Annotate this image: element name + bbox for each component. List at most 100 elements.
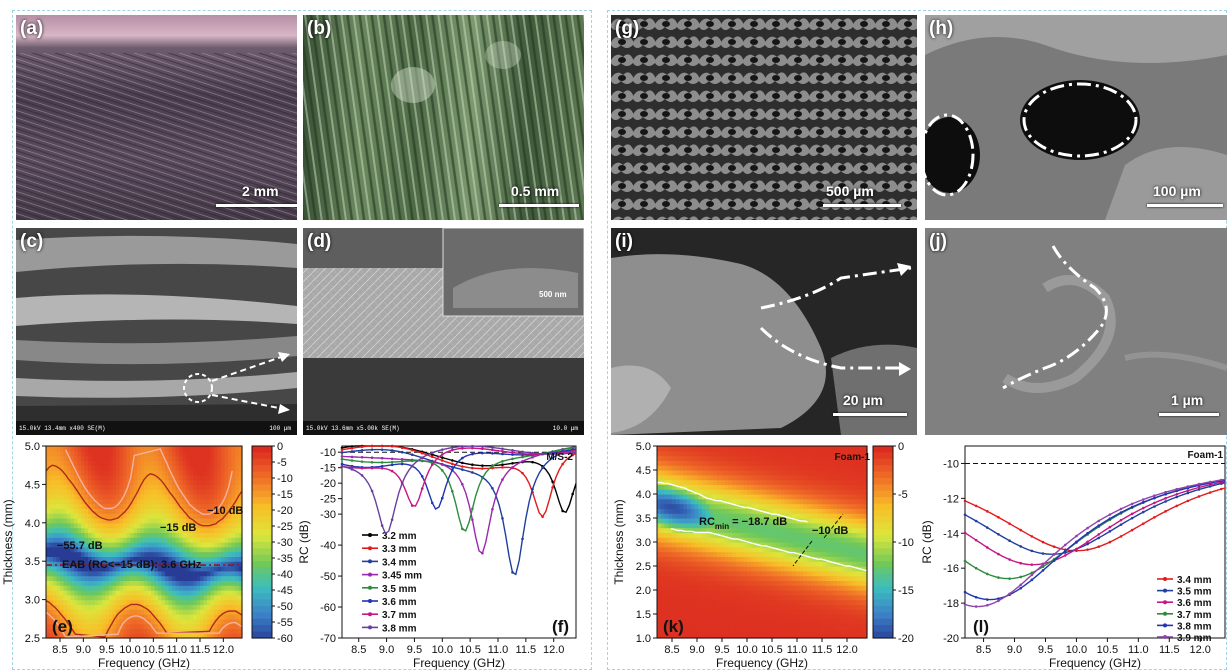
heatmap-cell <box>116 537 121 543</box>
heatmap-cell <box>105 460 110 466</box>
heatmap-cell <box>228 503 233 509</box>
heatmap-cell <box>788 527 793 533</box>
heatmap-cell <box>140 455 145 461</box>
heatmap-cell <box>694 508 699 514</box>
heatmap-cell <box>60 494 65 500</box>
heatmap-cell <box>109 513 114 519</box>
heatmap-cell <box>750 590 756 596</box>
heatmap-cell <box>147 470 152 476</box>
heatmap-cell <box>168 561 173 567</box>
heatmap-cell <box>848 609 853 615</box>
heatmap-cell <box>70 633 75 639</box>
heatmap-cell <box>151 460 156 466</box>
heatmap-cell <box>105 503 110 509</box>
heatmap-cell <box>664 513 669 519</box>
heatmap-cell <box>765 446 771 452</box>
heatmap-cell <box>713 460 718 466</box>
heatmap-cell <box>683 623 688 629</box>
heatmap-cell <box>147 546 152 553</box>
colorbar-segment <box>873 446 893 453</box>
heatmap-cell <box>98 556 103 562</box>
heatmap-cell <box>231 628 236 634</box>
heatmap-cell <box>758 522 763 529</box>
heatmap-cell <box>179 618 184 625</box>
heatmap-cell <box>130 518 135 524</box>
heatmap-cell <box>193 494 198 500</box>
heatmap-cell <box>765 513 771 519</box>
heatmap-cell <box>713 508 718 514</box>
heatmap-cell <box>130 575 135 581</box>
colorbar-segment <box>252 625 272 633</box>
heatmap-cell <box>660 532 666 538</box>
series-point <box>410 504 414 507</box>
heatmap-cell <box>814 570 819 577</box>
heatmap-cell <box>825 460 831 466</box>
heatmap-cell <box>238 522 243 529</box>
heatmap-cell <box>151 537 156 543</box>
heatmap-cell <box>825 489 831 495</box>
heatmap-cell <box>126 614 131 620</box>
heatmap-cell <box>60 561 65 567</box>
heatmap-cell <box>88 594 93 601</box>
heatmap-cell <box>792 518 797 524</box>
heatmap-cell <box>235 566 240 572</box>
heatmap-cell <box>818 575 823 581</box>
heatmap-cell <box>49 575 54 581</box>
heatmap-cell <box>105 561 110 567</box>
heatmap-cell <box>84 508 89 514</box>
heatmap-cell <box>214 489 219 495</box>
heatmap-cell <box>81 575 86 581</box>
heatmap-cell <box>119 479 124 485</box>
series-point <box>491 446 494 449</box>
heatmap-cell <box>175 590 180 596</box>
heatmap-cell <box>848 508 853 514</box>
series-point <box>451 459 454 462</box>
heatmap-cell <box>657 604 662 610</box>
heatmap-cell <box>228 570 233 577</box>
heatmap-cell <box>855 604 861 610</box>
heatmap-cell <box>235 580 240 586</box>
plot-frame <box>341 445 577 639</box>
heatmap-cell <box>186 585 191 591</box>
heatmap-cell <box>119 470 124 476</box>
heatmap-cell <box>151 618 156 625</box>
heatmap-cell <box>109 561 114 567</box>
heatmap-cell <box>855 546 861 553</box>
heatmap-cell <box>147 614 152 620</box>
heatmap-cell <box>217 537 222 543</box>
heatmap-cell <box>84 618 89 625</box>
panel-j-image: (j) 1 µm <box>925 228 1227 435</box>
panel-h-scale-bar <box>1147 204 1223 207</box>
heatmap-cell <box>803 570 808 577</box>
heatmap-cell <box>210 489 215 495</box>
y-tick-label: -50 <box>320 571 336 583</box>
heatmap-cell <box>732 590 737 596</box>
heatmap-cell <box>855 527 861 533</box>
heatmap-cell <box>203 580 208 586</box>
heatmap-cell <box>70 508 75 514</box>
heatmap-cell <box>214 465 219 471</box>
heatmap-cell <box>690 551 696 557</box>
heatmap-cell <box>112 546 117 553</box>
heatmap-cell <box>182 518 187 524</box>
heatmap-cell <box>780 446 786 452</box>
heatmap-cell <box>664 599 669 605</box>
heatmap-cell <box>203 479 208 485</box>
heatmap-cell <box>792 455 797 461</box>
heatmap-cell <box>683 494 688 500</box>
heatmap-cell <box>739 527 744 533</box>
heatmap-cell <box>769 609 774 615</box>
heatmap-cell <box>46 455 51 461</box>
heatmap-cell <box>214 474 219 481</box>
heatmap-cell <box>668 484 673 490</box>
heatmap-cell <box>210 446 215 452</box>
legend-marker <box>368 612 372 617</box>
heatmap-cell <box>182 474 187 481</box>
heatmap-cell <box>807 561 812 567</box>
heatmap-cell <box>147 575 152 581</box>
heatmap-cell <box>668 594 673 601</box>
heatmap-cell <box>67 556 72 562</box>
heatmap-cell <box>158 561 163 567</box>
heatmap-cell <box>732 522 737 529</box>
series-point <box>491 452 494 455</box>
